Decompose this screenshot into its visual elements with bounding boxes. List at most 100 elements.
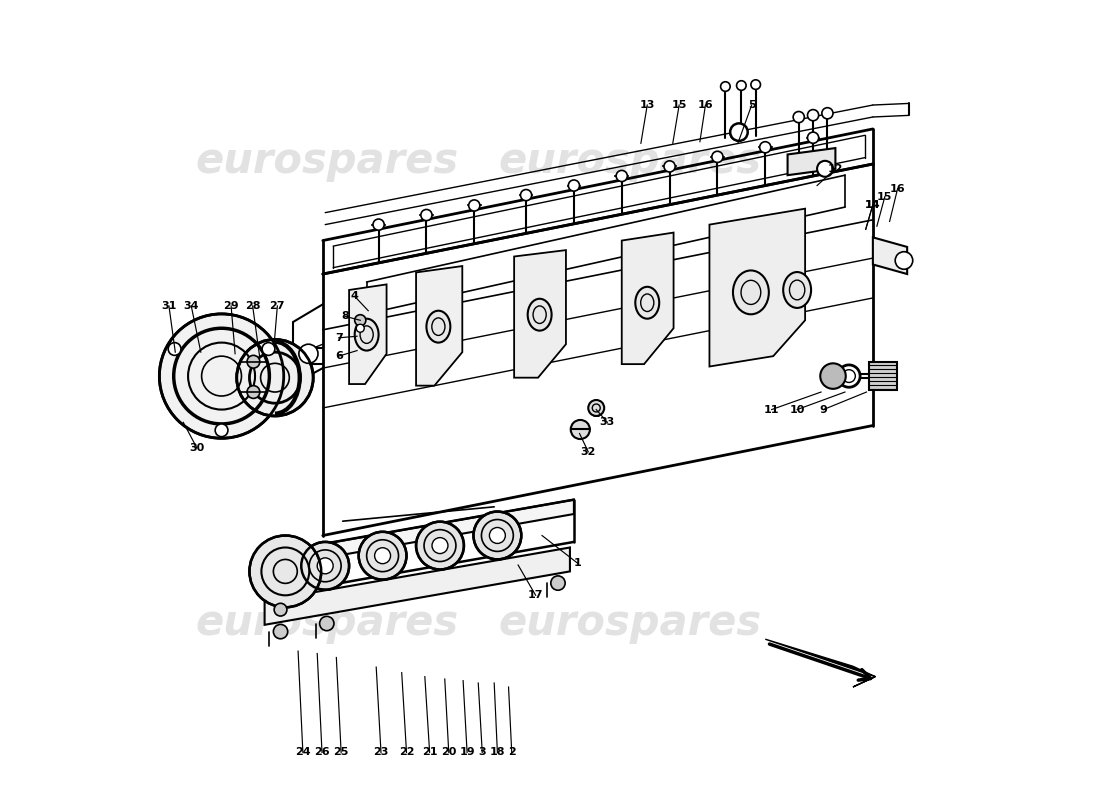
Ellipse shape: [528, 298, 551, 330]
Circle shape: [571, 420, 590, 439]
Circle shape: [262, 342, 275, 355]
Text: 2: 2: [508, 747, 516, 758]
Text: 3: 3: [478, 747, 486, 758]
Circle shape: [160, 314, 284, 438]
Circle shape: [375, 548, 390, 564]
Circle shape: [354, 314, 366, 326]
Text: 34: 34: [184, 301, 199, 311]
Text: 28: 28: [245, 301, 261, 311]
Circle shape: [299, 344, 318, 363]
Circle shape: [838, 365, 860, 387]
Circle shape: [807, 132, 818, 143]
Text: eurospares: eurospares: [195, 602, 459, 644]
Circle shape: [664, 161, 675, 172]
Text: 14: 14: [865, 200, 881, 210]
Circle shape: [712, 151, 723, 162]
Circle shape: [730, 123, 748, 141]
Text: 29: 29: [223, 301, 239, 311]
Text: 16: 16: [890, 184, 905, 194]
Circle shape: [248, 386, 260, 398]
Circle shape: [469, 200, 480, 211]
Polygon shape: [416, 266, 462, 386]
Circle shape: [720, 82, 730, 91]
Circle shape: [588, 400, 604, 416]
Polygon shape: [271, 500, 574, 567]
Circle shape: [520, 190, 531, 201]
Polygon shape: [621, 233, 673, 364]
Circle shape: [320, 616, 334, 630]
Circle shape: [248, 355, 260, 368]
Polygon shape: [869, 362, 896, 390]
Ellipse shape: [427, 310, 450, 342]
Ellipse shape: [783, 272, 811, 308]
Text: 24: 24: [295, 747, 310, 758]
Text: 16: 16: [697, 100, 713, 110]
Polygon shape: [766, 639, 876, 687]
Text: 23: 23: [373, 747, 388, 758]
Polygon shape: [873, 238, 908, 274]
Text: eurospares: eurospares: [498, 602, 761, 644]
Text: 12: 12: [827, 164, 844, 174]
Text: 32: 32: [581, 447, 596, 457]
Text: eurospares: eurospares: [195, 140, 459, 182]
Circle shape: [274, 603, 287, 616]
Ellipse shape: [354, 318, 378, 350]
Text: 17: 17: [528, 590, 543, 600]
Circle shape: [421, 210, 432, 221]
Circle shape: [236, 339, 314, 416]
Circle shape: [569, 180, 580, 191]
Circle shape: [416, 522, 464, 570]
Polygon shape: [349, 285, 386, 384]
Circle shape: [432, 538, 448, 554]
Text: 21: 21: [422, 747, 438, 758]
Circle shape: [317, 558, 333, 574]
Text: 20: 20: [441, 747, 456, 758]
Circle shape: [822, 108, 833, 119]
Text: eurospares: eurospares: [498, 140, 761, 182]
Circle shape: [216, 424, 228, 437]
Text: 22: 22: [398, 747, 415, 758]
Text: 27: 27: [270, 301, 285, 311]
Text: 18: 18: [490, 747, 505, 758]
Text: 15: 15: [671, 100, 686, 110]
Text: 26: 26: [315, 747, 330, 758]
Text: 15: 15: [877, 192, 892, 202]
Circle shape: [821, 363, 846, 389]
Polygon shape: [788, 148, 835, 175]
Circle shape: [616, 170, 627, 182]
Circle shape: [807, 110, 818, 121]
Text: 33: 33: [600, 418, 615, 427]
Text: 31: 31: [162, 301, 177, 311]
Text: 6: 6: [334, 351, 343, 361]
Text: 10: 10: [790, 405, 805, 414]
Ellipse shape: [733, 270, 769, 314]
Circle shape: [793, 111, 804, 122]
Circle shape: [356, 324, 364, 332]
Text: 7: 7: [334, 333, 342, 343]
Circle shape: [250, 535, 321, 607]
Circle shape: [301, 542, 349, 590]
Circle shape: [760, 142, 771, 153]
Circle shape: [737, 81, 746, 90]
Circle shape: [473, 511, 521, 559]
Text: 11: 11: [763, 405, 780, 414]
Polygon shape: [514, 250, 565, 378]
Text: 1: 1: [574, 558, 582, 569]
Circle shape: [490, 527, 505, 543]
Text: 5: 5: [748, 100, 756, 110]
Text: 13: 13: [639, 100, 654, 110]
Text: 14: 14: [865, 200, 881, 210]
Circle shape: [751, 80, 760, 90]
Circle shape: [817, 161, 833, 177]
Circle shape: [168, 342, 182, 355]
Text: 30: 30: [189, 443, 205, 453]
Polygon shape: [265, 547, 570, 625]
Text: 8: 8: [341, 311, 349, 322]
Circle shape: [730, 126, 745, 140]
Text: 4: 4: [351, 291, 359, 302]
Text: 19: 19: [460, 747, 475, 758]
Text: 9: 9: [820, 405, 827, 414]
Circle shape: [895, 252, 913, 270]
Circle shape: [551, 576, 565, 590]
Circle shape: [373, 219, 384, 230]
